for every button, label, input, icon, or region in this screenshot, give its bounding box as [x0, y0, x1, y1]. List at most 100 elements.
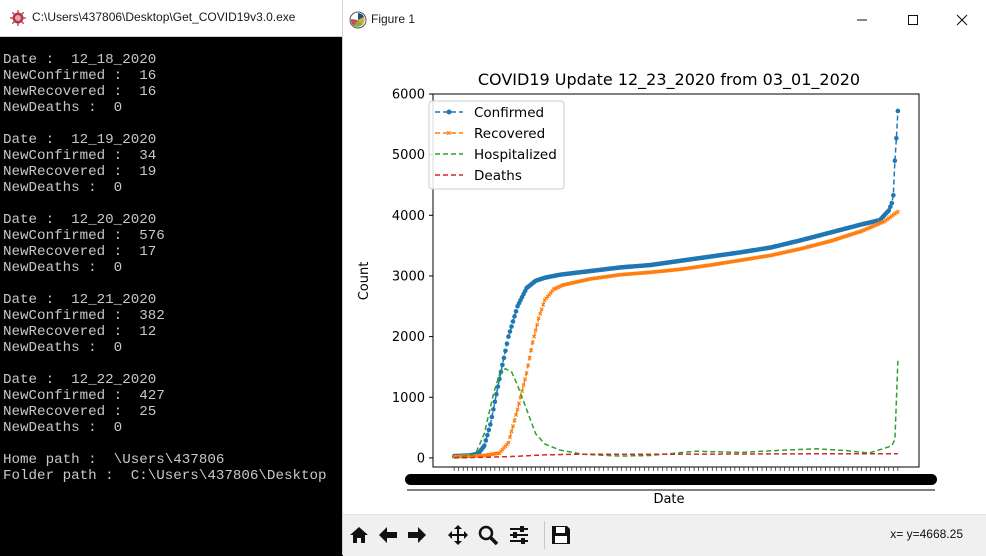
data-point — [483, 438, 489, 443]
matplotlib-icon — [349, 11, 367, 29]
y-tick-label: 0 — [417, 451, 425, 466]
chart[interactable]: 0 1000 2000 3000 4000 5000 6000 COVID19 Update… — [343, 38, 986, 514]
data-point — [541, 302, 546, 307]
x-tick-labels-band — [405, 474, 937, 485]
data-point — [895, 108, 901, 114]
series-hospitalized — [453, 360, 899, 459]
data-point — [535, 322, 540, 327]
legend-box — [428, 100, 565, 190]
data-point — [526, 363, 531, 368]
data-point — [517, 401, 522, 406]
console-line: Date : 12_20_2020 — [3, 212, 157, 228]
console-line: NewRecovered : 19 — [3, 164, 157, 180]
series-line — [454, 211, 899, 458]
console-line: Date : 12_21_2020 — [3, 292, 157, 308]
data-point — [527, 355, 532, 360]
toolbar-separator — [544, 521, 545, 549]
data-point — [512, 418, 517, 423]
y-axis-label: Count — [357, 262, 372, 301]
pan-button[interactable] — [444, 521, 472, 549]
data-point — [491, 407, 496, 412]
data-point — [894, 135, 899, 141]
data-point — [494, 391, 499, 397]
series-deaths — [454, 452, 898, 459]
legend-marker — [446, 109, 452, 115]
coordinate-readout: x= y=4668.25 — [890, 527, 963, 541]
home-button[interactable] — [345, 521, 373, 549]
data-point — [486, 427, 492, 433]
save-button[interactable] — [547, 521, 575, 549]
pan-icon — [448, 525, 468, 545]
series-line — [454, 452, 898, 459]
data-point — [506, 334, 511, 339]
console-line: NewConfirmed : 427 — [3, 388, 165, 404]
console-line: NewDeaths : 0 — [3, 420, 123, 436]
data-point — [539, 307, 544, 312]
console-line: NewRecovered : 25 — [3, 404, 157, 420]
maximize-icon — [908, 15, 918, 25]
maximize-button[interactable] — [890, 8, 936, 32]
save-icon — [552, 526, 570, 544]
data-point — [523, 377, 528, 382]
figure-titlebar[interactable]: Figure 1 — [343, 0, 986, 38]
minimize-icon — [857, 19, 867, 21]
console-line: Date : 12_22_2020 — [3, 372, 157, 388]
close-button[interactable] — [939, 8, 985, 32]
data-point — [888, 204, 893, 210]
x-axis-label: Date — [653, 492, 684, 507]
legend-marker — [446, 130, 452, 136]
data-point — [538, 311, 543, 316]
data-point — [510, 424, 516, 429]
console-line: NewConfirmed : 34 — [3, 148, 157, 164]
y-tick-label: 1000 — [392, 391, 425, 406]
figure-window: Figure 1 0 1000 2000 3000 4000 5000 6000 COVID… — [342, 0, 986, 556]
close-icon — [956, 14, 968, 26]
data-point — [533, 328, 538, 333]
minimize-button[interactable] — [839, 8, 885, 32]
data-point — [524, 370, 529, 376]
console-title: C:\Users\437806\Desktop\Get_COVID19v3.0.… — [32, 10, 296, 24]
console-line — [3, 436, 339, 452]
y-tick-label: 6000 — [392, 88, 425, 103]
configure-subplots-button[interactable] — [505, 521, 533, 549]
data-point — [485, 432, 490, 438]
data-point — [520, 389, 525, 394]
data-point — [504, 341, 510, 346]
console-line: Folder path : C:\Users\437806\Desktop — [3, 468, 327, 484]
data-point — [507, 435, 512, 440]
console-line: Date : 12_18_2020 — [3, 52, 157, 68]
legend-entry-deaths: Deaths — [435, 168, 522, 184]
data-point — [482, 443, 487, 449]
data-point — [513, 412, 519, 417]
console-line: NewDeaths : 0 — [3, 340, 123, 356]
console-line — [3, 276, 339, 292]
back-button[interactable] — [374, 521, 402, 549]
y-tick-label: 3000 — [392, 269, 425, 284]
console-titlebar[interactable]: C:\Users\437806\Desktop\Get_COVID19v3.0.… — [0, 0, 342, 37]
console-line — [3, 356, 339, 372]
data-point — [507, 329, 513, 334]
y-tick-label: 5000 — [392, 148, 425, 163]
forward-button[interactable] — [403, 521, 431, 549]
console-line: Home path : \Users\437806 — [3, 452, 225, 468]
data-point — [530, 340, 535, 345]
data-point — [529, 348, 534, 353]
legend-label: Recovered — [474, 126, 545, 142]
legend-entry-confirmed: Confirmed — [435, 105, 544, 121]
figure-toolbar: x= y=4668.25 — [343, 514, 986, 556]
data-point — [503, 348, 508, 354]
console-line: NewDeaths : 0 — [3, 180, 123, 196]
series-line — [453, 360, 899, 459]
data-point — [501, 355, 507, 361]
data-point — [495, 384, 501, 389]
zoom-button[interactable] — [474, 521, 502, 549]
data-point — [889, 200, 895, 206]
console-line: Date : 12_19_2020 — [3, 132, 157, 148]
console-line: NewRecovered : 12 — [3, 324, 157, 340]
console-line — [3, 196, 339, 212]
series-recovered — [452, 209, 900, 459]
data-point — [488, 422, 493, 427]
legend-label: Hospitalized — [474, 147, 557, 163]
data-point — [521, 383, 526, 388]
console-line: NewConfirmed : 576 — [3, 228, 165, 244]
